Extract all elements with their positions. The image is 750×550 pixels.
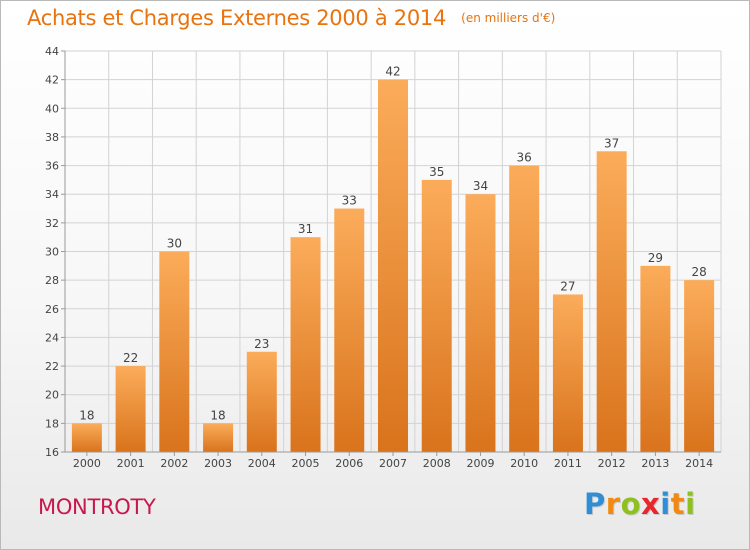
- bar: [71, 423, 102, 452]
- x-tick-label: 2011: [554, 457, 582, 470]
- bar-value-label: 34: [473, 179, 488, 193]
- y-tick-label: 36: [45, 160, 59, 173]
- bar-value-label: 35: [429, 165, 444, 179]
- bar: [115, 366, 146, 452]
- bars: [71, 79, 715, 453]
- y-tick-label: 18: [45, 417, 59, 430]
- x-tick-label: 2002: [160, 457, 188, 470]
- bar: [640, 265, 671, 452]
- x-tick-label: 2013: [641, 457, 669, 470]
- x-tick-label: 2005: [292, 457, 320, 470]
- logo-letter: P: [584, 487, 606, 521]
- bar-value-label: 27: [560, 279, 575, 293]
- bar: [509, 165, 540, 453]
- y-tick-label: 26: [45, 303, 59, 316]
- proxiti-logo: Proxiti: [584, 487, 696, 521]
- bar: [596, 151, 627, 452]
- bar: [159, 251, 190, 452]
- x-tick-label: 2012: [598, 457, 626, 470]
- logo-letter: r: [605, 487, 621, 521]
- x-tick-label: 2001: [117, 457, 145, 470]
- bar-value-label: 23: [254, 337, 269, 351]
- x-tick-label: 2014: [685, 457, 713, 470]
- bar-value-label: 36: [517, 151, 532, 165]
- y-tick-label: 32: [45, 217, 59, 230]
- y-tick-label: 44: [45, 45, 59, 58]
- y-tick-label: 38: [45, 131, 59, 144]
- y-tick-label: 16: [45, 446, 59, 459]
- bar-value-label: 33: [342, 194, 357, 208]
- x-tick-label: 2004: [248, 457, 276, 470]
- y-tick-label: 30: [45, 246, 59, 259]
- x-tick-label: 2007: [379, 457, 407, 470]
- bar-value-label: 31: [298, 222, 313, 236]
- logo-letter: i: [685, 487, 696, 521]
- logo-letter: i: [660, 487, 671, 521]
- bar: [552, 294, 583, 452]
- bar: [684, 280, 715, 452]
- bar: [203, 423, 234, 452]
- x-tick-label: 2010: [510, 457, 538, 470]
- bar: [421, 179, 452, 452]
- logo-letter: t: [670, 487, 686, 521]
- bar: [378, 79, 408, 453]
- y-tick-label: 24: [45, 331, 59, 344]
- y-tick-label: 34: [45, 188, 59, 201]
- y-tick-label: 40: [45, 102, 59, 115]
- x-tick-label: 2000: [73, 457, 101, 470]
- chart-title: Achats et Charges Externes 2000 à 2014 (…: [27, 6, 555, 30]
- bar: [290, 237, 321, 452]
- bar: [334, 208, 365, 452]
- bar: [246, 351, 277, 452]
- bar: [465, 194, 496, 452]
- y-tick-label: 22: [45, 360, 59, 373]
- bar-value-label: 18: [79, 408, 94, 422]
- bar-value-label: 37: [604, 136, 619, 150]
- logo-letter: x: [641, 487, 661, 521]
- x-tick-label: 2008: [423, 457, 451, 470]
- bar-value-label: 22: [123, 351, 138, 365]
- y-tick-label: 28: [45, 274, 59, 287]
- x-tick-label: 2009: [466, 457, 494, 470]
- chart-unit: (en milliers d'€): [461, 11, 556, 25]
- bar-value-label: 18: [210, 408, 225, 422]
- commune-name: MONTROTY: [38, 495, 156, 519]
- x-tick-label: 2006: [335, 457, 363, 470]
- bar-value-label: 29: [648, 251, 663, 265]
- y-tick-label: 20: [45, 389, 59, 402]
- logo-letter: o: [620, 487, 642, 521]
- bar-value-label: 28: [691, 265, 706, 279]
- y-tick-label: 42: [45, 74, 59, 87]
- x-tick-label: 2003: [204, 457, 232, 470]
- bar-value-label: 42: [385, 65, 400, 79]
- chart-title-text: Achats et Charges Externes 2000 à 2014: [27, 6, 447, 30]
- bar-value-label: 30: [167, 237, 182, 251]
- data-labels: 18 22 30 18 23 31 33 42 35 34 36 27 37 29 28: [79, 65, 707, 423]
- axes: 16 18 20 22 24 26 28 30 32 34 36 38 40 42 44 2000 2001 20…: [45, 45, 721, 470]
